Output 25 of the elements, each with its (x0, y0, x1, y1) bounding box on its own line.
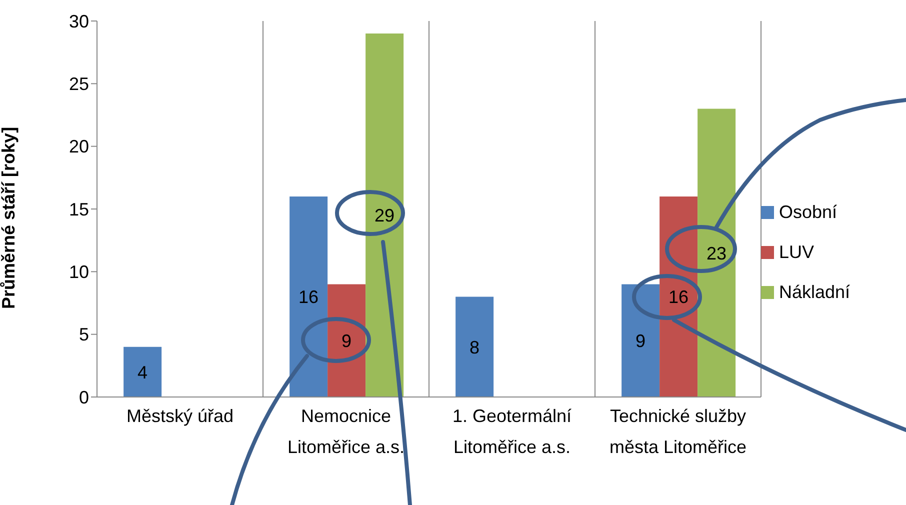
data-label: 16 (668, 287, 689, 308)
x-tick-label: 1. Geotermální Litoměřice a.s. (452, 406, 572, 457)
y-tick-label: 0 (78, 387, 89, 408)
y-axis-title: Průměrné stáří [roky] (0, 126, 18, 309)
data-label: 8 (470, 337, 480, 358)
data-label: 4 (138, 362, 148, 382)
y-tick-label: 30 (68, 11, 89, 32)
x-tick-label: Nemocnice Litoměřice a.s. (287, 406, 405, 457)
data-label: 16 (298, 287, 319, 308)
bar (456, 296, 494, 397)
x-tick-label: Městský úřad (126, 406, 234, 426)
legend-label: Nákladní (779, 282, 850, 303)
y-tick-label: 15 (68, 199, 89, 220)
data-label: 9 (342, 330, 352, 351)
y-tick-label: 5 (78, 324, 89, 345)
data-label: 29 (374, 206, 395, 226)
y-tick-label: 25 (68, 74, 89, 94)
bar (124, 346, 162, 397)
data-label: 9 (636, 330, 646, 351)
x-tick-label: Technické služby města Litoměřice (609, 406, 747, 457)
data-label: 23 (706, 243, 727, 264)
legend-label: Osobní (779, 202, 838, 223)
y-tick-label: 10 (68, 262, 89, 282)
legend-label: LUV (779, 242, 814, 263)
y-tick-label: 20 (68, 136, 89, 157)
